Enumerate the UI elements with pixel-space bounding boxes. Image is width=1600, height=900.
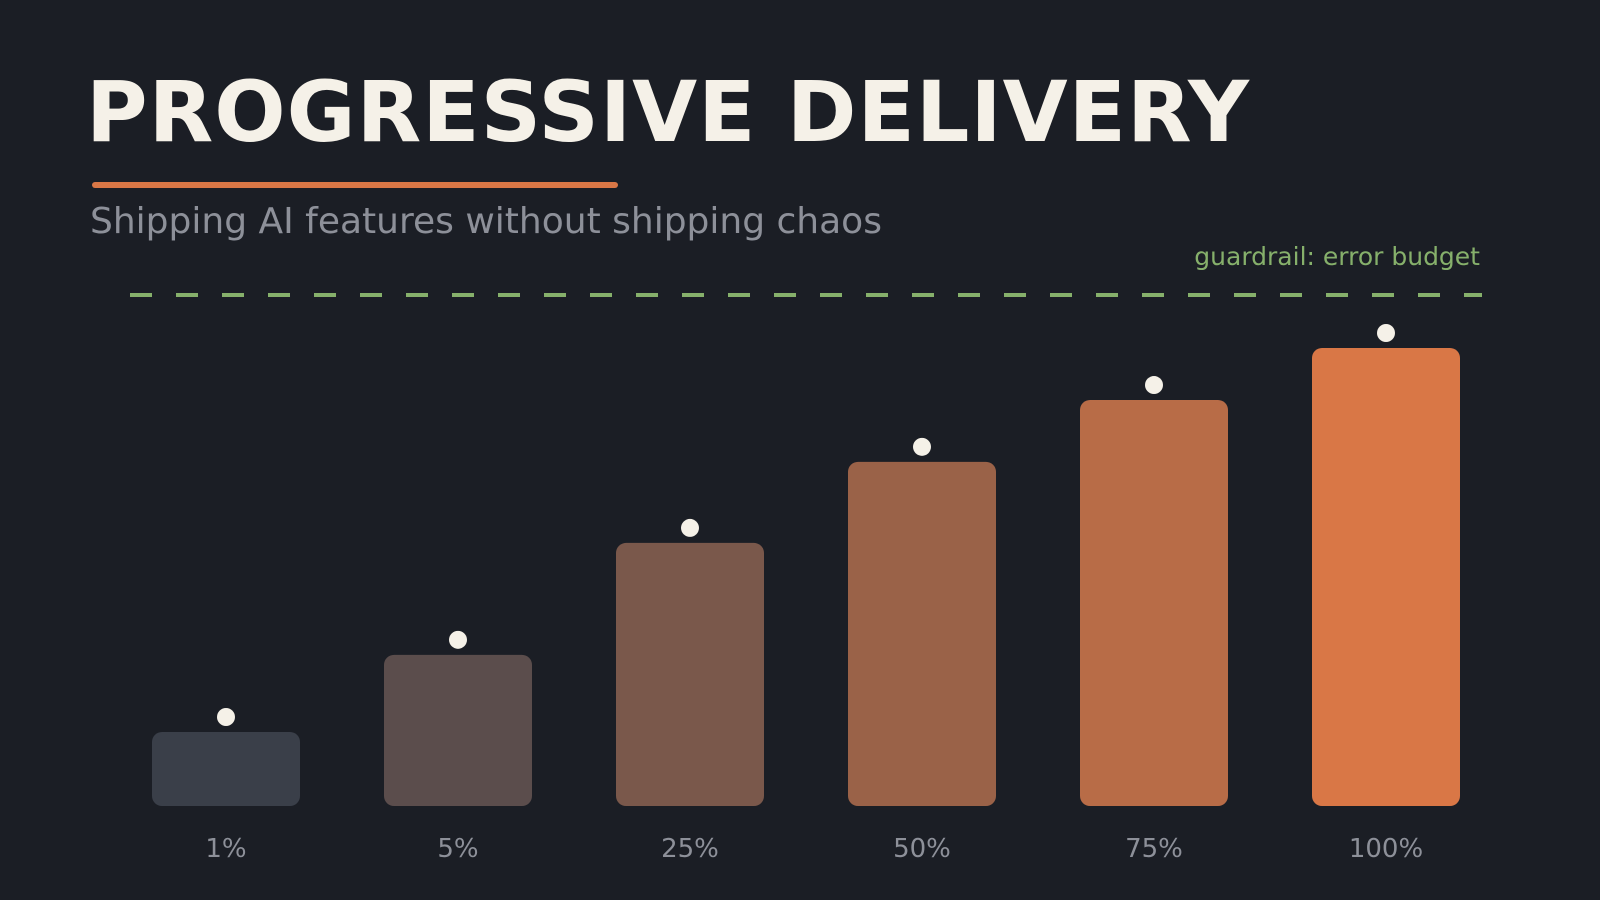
x-tick-labels: 1% 5% 25% 50% 75% 100% — [205, 834, 1423, 864]
bar-group — [152, 348, 1460, 806]
marker-group — [217, 324, 1395, 726]
page-subtitle: Shipping AI features without shipping ch… — [90, 201, 882, 242]
bar-top-marker — [681, 518, 699, 537]
bar-75pct — [1080, 400, 1228, 806]
x-tick-label: 75% — [1125, 834, 1183, 864]
bar-5pct — [384, 654, 532, 806]
bar-top-marker — [1145, 376, 1163, 395]
bar-100pct — [1312, 348, 1460, 806]
title-underline — [92, 182, 618, 188]
bar-1pct — [152, 732, 300, 806]
x-tick-label: 100% — [1349, 834, 1423, 864]
bar-top-marker — [217, 708, 235, 726]
bar-50pct — [848, 461, 996, 806]
x-tick-label: 50% — [893, 834, 951, 864]
bar-25pct — [616, 542, 764, 806]
bar-top-marker — [1377, 324, 1395, 342]
bar-top-marker — [449, 630, 467, 649]
guardrail-label: guardrail: error budget — [1194, 242, 1480, 271]
x-tick-label: 1% — [205, 834, 246, 864]
x-tick-label: 5% — [437, 834, 478, 864]
x-tick-label: 25% — [661, 834, 719, 864]
page-title: PROGRESSIVE DELIVERY — [86, 63, 1250, 161]
bar-top-marker — [913, 437, 931, 456]
